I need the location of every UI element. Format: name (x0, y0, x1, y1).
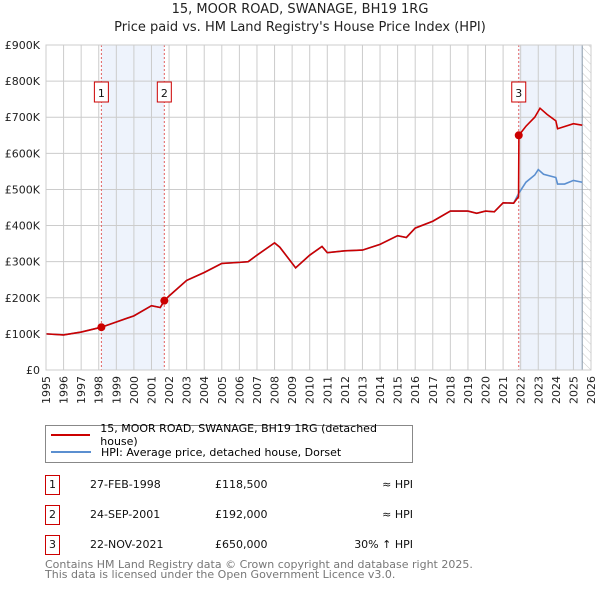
legend-item-hpi: HPI: Average price, detached house, Dors… (51, 444, 341, 460)
footer-line: Contains HM Land Registry data © Crown c… (45, 558, 473, 571)
sale-marker-box (93, 81, 109, 103)
x-tick-label: 2016 (409, 376, 422, 404)
x-tick-label: 2014 (374, 376, 387, 404)
x-tick-label: 2003 (181, 376, 194, 404)
sale-row: 2 24-SEP-2001 £192,000 ≈ HPI (45, 505, 413, 525)
x-tick-label: 1998 (93, 376, 106, 404)
x-tick-label: 2004 (198, 376, 211, 404)
sale-date: 27-FEB-1998 (90, 478, 161, 491)
y-tick-label: £0 (26, 364, 40, 377)
x-tick-label: 1996 (58, 376, 71, 404)
y-tick-label: £700K (5, 111, 41, 124)
x-tick-label: 2000 (128, 376, 141, 404)
legend-item-property: 15, MOOR ROAD, SWANAGE, BH19 1RG (detach… (51, 422, 412, 448)
sale-point (160, 296, 169, 305)
sale-badge: 3 (45, 535, 60, 555)
x-tick-label: 2022 (515, 376, 528, 404)
x-tick-label: 2026 (585, 376, 598, 404)
x-tick-label: 1999 (110, 376, 123, 404)
sale-date: 22-NOV-2021 (90, 538, 164, 551)
x-tick-label: 2015 (392, 376, 405, 404)
sale-marker-label: 1 (98, 87, 105, 100)
shaded-period (518, 45, 583, 370)
x-tick-label: 2013 (356, 376, 369, 404)
x-tick-label: 2024 (550, 376, 563, 404)
legend-line-red (51, 434, 91, 436)
plot-border (45, 44, 592, 371)
x-tick-label: 1995 (40, 376, 53, 404)
sale-marker-label: 3 (515, 87, 522, 100)
y-tick-label: £100K (5, 328, 41, 341)
x-tick-label: 2018 (444, 376, 457, 404)
y-tick-label: £600K (5, 147, 41, 160)
y-tick-label: £900K (5, 39, 41, 52)
x-tick-label: 2019 (462, 376, 475, 404)
footer: Contains HM Land Registry data © Crown c… (45, 558, 473, 581)
sale-hpi: ≈ HPI (382, 478, 413, 491)
y-tick-label: £200K (5, 292, 41, 305)
legend: 15, MOOR ROAD, SWANAGE, BH19 1RG (detach… (45, 422, 413, 463)
x-tick-label: 2008 (269, 376, 282, 404)
y-tick-label: £300K (5, 256, 41, 269)
x-tick-label: 1997 (75, 376, 88, 404)
x-tick-label: 2010 (304, 376, 317, 404)
footer-line: This data is licensed under the Open Gov… (45, 568, 396, 581)
sale-price: £118,500 (215, 478, 268, 491)
x-tick-label: 2011 (321, 376, 334, 404)
sale-row: 3 22-NOV-2021 £650,000 30% ↑ HPI (45, 535, 413, 555)
x-tick-label: 2023 (532, 376, 545, 404)
x-tick-label: 2020 (480, 376, 493, 404)
sale-price: £650,000 (215, 538, 268, 551)
chart-subtitle: Price paid vs. HM Land Registry's House … (114, 20, 486, 35)
plot-area: 1995 1996 1997 1998 1999 2000 2001 2002 2003 2004… (5, 39, 598, 404)
x-tick-label: 2007 (251, 376, 264, 404)
forecast-hatch (582, 45, 591, 370)
sale-badge: 1 (45, 475, 60, 495)
sale-marker-box (156, 81, 172, 103)
sale-date: 24-SEP-2001 (90, 508, 161, 521)
legend-label: HPI: Average price, detached house, Dors… (101, 445, 342, 459)
sale-hpi: 30% ↑ HPI (354, 538, 413, 551)
x-tick-label: 2009 (286, 376, 299, 404)
chart-title: 15, MOOR ROAD, SWANAGE, BH19 1RG (171, 2, 429, 17)
sale-badge: 2 (45, 505, 60, 525)
legend-line-blue (51, 451, 91, 453)
shaded-period (101, 45, 165, 370)
sale-hpi: ≈ HPI (382, 508, 413, 521)
x-tick-label: 2006 (233, 376, 246, 404)
legend-label: 15, MOOR ROAD, SWANAGE, BH19 1RG (detach… (100, 422, 377, 448)
sale-row: 1 27-FEB-1998 £118,500 ≈ HPI (45, 475, 413, 495)
x-tick-label: 2017 (427, 376, 440, 404)
x-tick-label: 2005 (216, 376, 229, 404)
x-tick-label: 2021 (497, 376, 510, 404)
x-tick-label: 2002 (163, 376, 176, 404)
sale-price: £192,000 (215, 508, 268, 521)
y-tick-label: £500K (5, 183, 41, 196)
x-tick-label: 2001 (145, 376, 158, 404)
sale-marker-label: 2 (161, 87, 168, 100)
x-tick-label: 2025 (567, 376, 580, 404)
sale-marker-box (511, 81, 527, 103)
y-tick-label: £400K (5, 220, 41, 233)
sale-point (514, 131, 523, 140)
sale-point (97, 323, 106, 332)
x-tick-label: 2012 (339, 376, 352, 404)
y-tick-label: £800K (5, 75, 41, 88)
